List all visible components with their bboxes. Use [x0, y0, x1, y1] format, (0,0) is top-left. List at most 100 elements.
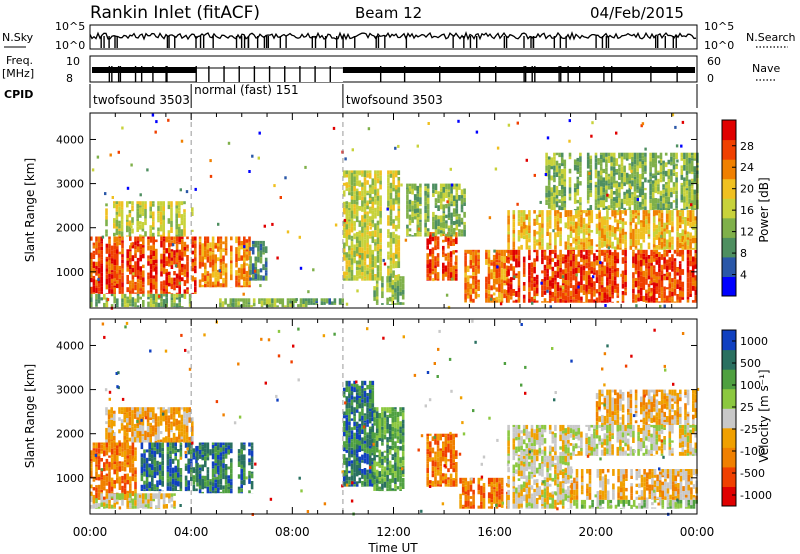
heatmap-cell — [586, 184, 590, 189]
heatmap-cell — [558, 173, 561, 176]
heatmap-cell — [673, 301, 677, 303]
heatmap-cell — [245, 251, 249, 255]
scatter-cell — [416, 144, 419, 148]
heatmap-cell — [175, 297, 179, 300]
heatmap-cell — [235, 259, 238, 263]
heatmap-cell — [460, 204, 464, 210]
heatmap-cell — [204, 448, 207, 453]
heatmap-cell — [371, 236, 375, 243]
scatter-cell — [546, 136, 550, 140]
heatmap-cell — [432, 226, 435, 230]
heatmap-cell — [582, 270, 586, 276]
heatmap-cell — [598, 222, 601, 227]
scatter-cell — [97, 278, 100, 282]
heatmap-cell — [158, 474, 162, 480]
heatmap-cell — [597, 200, 600, 205]
heatmap-cell — [363, 177, 367, 182]
heatmap-cell — [206, 256, 210, 263]
heatmap-cell — [424, 227, 427, 231]
heatmap-cell — [525, 234, 529, 240]
heatmap-cell — [447, 261, 450, 268]
heatmap-cell — [245, 254, 249, 261]
heatmap-cell — [110, 272, 114, 275]
heatmap-cell — [214, 467, 217, 475]
heatmap-cell — [126, 458, 129, 463]
heatmap-cell — [161, 470, 164, 477]
heatmap-cell — [620, 202, 624, 209]
heatmap-cell — [474, 252, 478, 256]
heatmap-cell — [198, 236, 202, 239]
heatmap-cell — [474, 275, 478, 281]
heatmap-cell — [167, 205, 171, 210]
heatmap-cell — [447, 189, 451, 192]
heatmap-cell — [198, 464, 202, 468]
heatmap-cell — [416, 208, 420, 213]
heatmap-cell — [90, 293, 93, 298]
heatmap-cell — [289, 303, 292, 307]
heatmap-cell — [569, 216, 573, 222]
heatmap-cell — [667, 175, 671, 180]
heatmap-cell — [108, 277, 111, 284]
heatmap-cell — [260, 306, 264, 308]
heatmap-cell — [676, 299, 679, 303]
heatmap-cell — [178, 302, 181, 306]
heatmap-cell — [586, 190, 590, 195]
heatmap-cell — [450, 228, 453, 233]
heatmap-cell — [392, 252, 395, 260]
scatter-cell — [356, 289, 359, 293]
heatmap-cell — [226, 303, 230, 307]
heatmap-cell — [673, 288, 677, 296]
heatmap-cell — [166, 482, 170, 487]
heatmap-cell — [561, 290, 565, 293]
heatmap-cell — [379, 175, 382, 181]
heatmap-cell — [512, 293, 516, 296]
heatmap-cell — [464, 293, 467, 300]
heatmap-cell — [567, 266, 570, 273]
heatmap-cell — [165, 297, 168, 304]
heatmap-cell — [348, 398, 351, 403]
heatmap-cell — [240, 449, 243, 455]
heatmap-cell — [645, 278, 648, 285]
heatmap-cell — [175, 252, 179, 257]
heatmap-cell — [664, 203, 668, 208]
heatmap-cell — [618, 197, 621, 201]
heatmap-cell — [639, 282, 643, 288]
heatmap-cell — [587, 228, 591, 234]
heatmap-cell — [345, 236, 349, 240]
heatmap-cell — [680, 187, 684, 195]
heatmap-cell — [408, 183, 412, 187]
heatmap-cell — [286, 298, 290, 301]
heatmap-cell — [172, 411, 176, 415]
heatmap-cell — [257, 274, 260, 281]
heatmap-cell — [517, 297, 521, 303]
heatmap-cell — [574, 214, 578, 219]
heatmap-cell — [192, 467, 196, 474]
heatmap-cell — [374, 174, 377, 180]
heatmap-cell — [585, 277, 588, 281]
heatmap-cell — [464, 260, 467, 267]
heatmap-cell — [600, 281, 604, 286]
heatmap-cell — [173, 271, 176, 276]
heatmap-cell — [240, 473, 243, 481]
heatmap-cell — [363, 270, 367, 277]
scatter-cell — [539, 200, 542, 204]
heatmap-cell — [574, 234, 578, 239]
heatmap-cell — [126, 412, 129, 416]
heatmap-cell — [175, 418, 178, 426]
heatmap-cell — [173, 493, 176, 496]
heatmap-cell — [219, 236, 223, 239]
heatmap-cell — [131, 255, 135, 262]
heatmap-cell — [580, 264, 583, 267]
heatmap-cell — [366, 170, 369, 174]
heatmap-cell — [139, 201, 142, 206]
heatmap-cell — [485, 292, 488, 299]
heatmap-cell — [600, 264, 604, 268]
heatmap-cell — [108, 243, 111, 249]
heatmap-cell — [547, 202, 551, 209]
heatmap-cell — [437, 205, 440, 211]
heatmap-cell — [559, 285, 562, 288]
heatmap-cell — [345, 170, 349, 175]
heatmap-cell — [148, 474, 151, 478]
heatmap-cell — [424, 186, 427, 189]
heatmap-cell — [214, 245, 217, 249]
